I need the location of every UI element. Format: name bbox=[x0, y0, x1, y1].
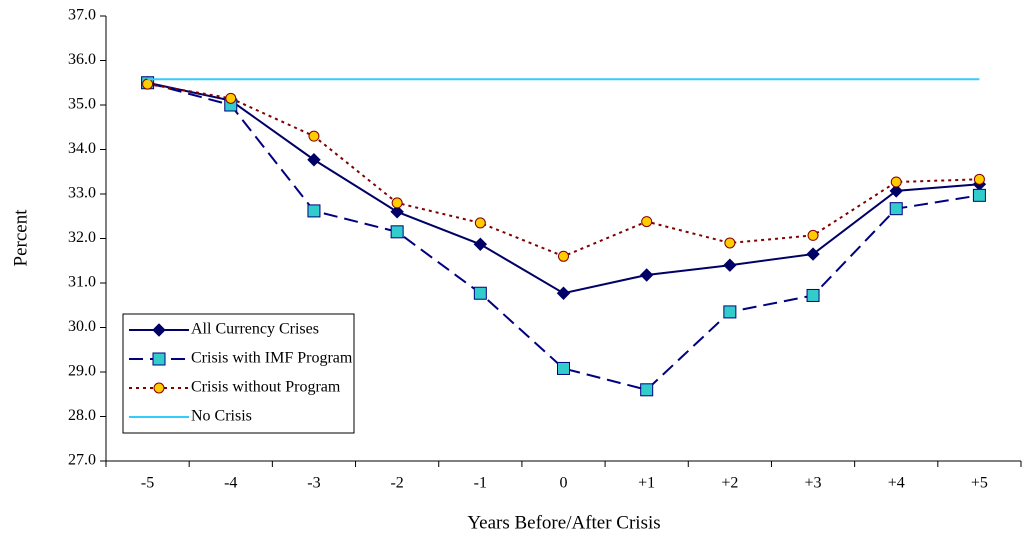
marker bbox=[308, 130, 320, 142]
legend-label: Crisis with IMF Program bbox=[191, 350, 353, 367]
marker bbox=[641, 216, 653, 228]
x-tick-label: -5 bbox=[141, 475, 154, 492]
marker bbox=[391, 197, 403, 209]
marker bbox=[152, 323, 166, 337]
y-tick-label: 27.0 bbox=[68, 452, 96, 469]
marker bbox=[557, 361, 570, 375]
marker bbox=[390, 205, 404, 219]
marker bbox=[806, 288, 820, 302]
marker bbox=[473, 237, 488, 251]
x-tick-label: -1 bbox=[474, 475, 487, 492]
y-tick-label: 35.0 bbox=[68, 96, 96, 113]
legend-label: Crisis without Program bbox=[191, 379, 341, 396]
y-tick-label: 29.0 bbox=[68, 363, 96, 380]
marker bbox=[640, 383, 654, 397]
marker bbox=[153, 382, 165, 394]
marker bbox=[307, 153, 321, 167]
x-tick-label: -3 bbox=[307, 475, 320, 492]
marker bbox=[307, 204, 321, 218]
x-tick-label: +2 bbox=[721, 475, 738, 492]
marker bbox=[473, 286, 487, 300]
series-line bbox=[147, 83, 980, 258]
legend-label: All Currency Crises bbox=[191, 321, 319, 338]
x-tick-label: +1 bbox=[638, 475, 655, 492]
x-tick-label: -4 bbox=[224, 475, 237, 492]
x-axis-label: Years Before/After Crisis bbox=[467, 512, 660, 533]
marker bbox=[556, 286, 571, 300]
y-tick-label: 34.0 bbox=[68, 140, 96, 157]
y-tick-label: 30.0 bbox=[68, 318, 96, 335]
x-tick-label: 0 bbox=[560, 475, 568, 492]
marker bbox=[972, 188, 986, 202]
marker bbox=[889, 202, 903, 216]
marker bbox=[723, 258, 737, 272]
marker bbox=[225, 92, 237, 104]
y-tick-label: 33.0 bbox=[68, 185, 96, 202]
marker bbox=[474, 217, 486, 229]
marker bbox=[152, 352, 166, 366]
x-tick-label: +5 bbox=[971, 475, 988, 492]
marker bbox=[723, 305, 737, 319]
y-axis-label: Percent bbox=[10, 209, 31, 267]
y-tick-label: 36.0 bbox=[68, 51, 96, 68]
marker bbox=[558, 250, 569, 262]
marker bbox=[806, 247, 820, 261]
marker bbox=[724, 237, 736, 249]
marker bbox=[890, 176, 902, 188]
marker bbox=[390, 225, 404, 239]
y-tick-label: 31.0 bbox=[68, 274, 96, 291]
x-tick-label: +3 bbox=[805, 475, 822, 492]
marker bbox=[889, 184, 903, 198]
legend-label: No Crisis bbox=[191, 408, 252, 425]
y-tick-label: 32.0 bbox=[68, 229, 96, 246]
marker bbox=[639, 268, 654, 282]
marker bbox=[807, 229, 819, 241]
x-tick-label: -2 bbox=[390, 475, 403, 492]
y-tick-label: 28.0 bbox=[68, 407, 96, 424]
series-line bbox=[147, 81, 980, 391]
legend: All Currency Crises Crisis with IMF Progr… bbox=[122, 313, 355, 434]
x-tick-label: +4 bbox=[888, 475, 905, 492]
y-tick-label: 37.0 bbox=[68, 7, 96, 24]
marker bbox=[973, 173, 985, 185]
marker bbox=[142, 78, 154, 90]
